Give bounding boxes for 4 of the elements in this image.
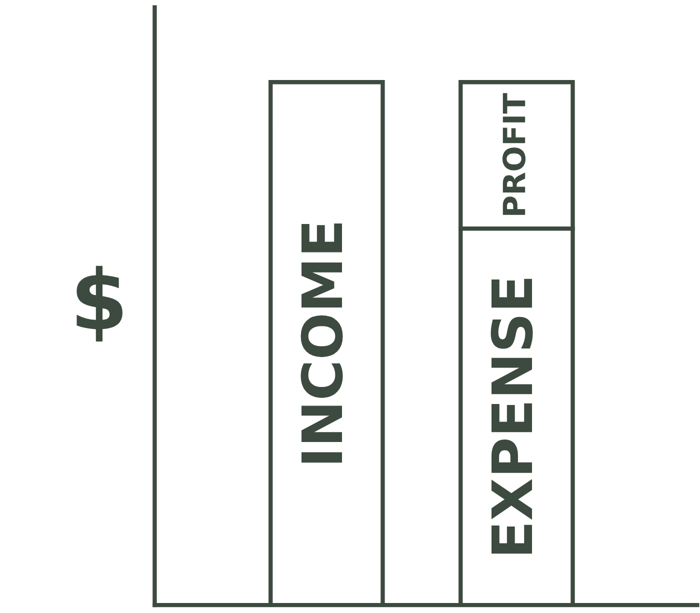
series-label: INCOME: [300, 223, 343, 463]
series-label: PROFIT: [502, 93, 526, 215]
y-axis-title: $: [76, 266, 122, 342]
series-label: EXPENSE: [490, 278, 533, 554]
